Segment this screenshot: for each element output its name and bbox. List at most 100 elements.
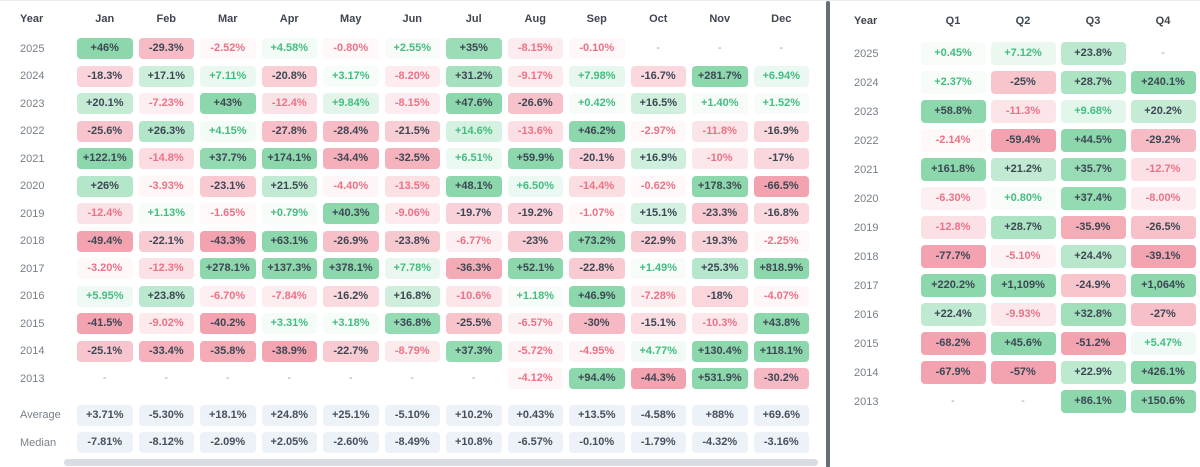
return-cell: +46.2% <box>566 118 628 146</box>
summary-row-average: Average +3.71% -5.30% +18.1% +24.8% +25.1% -5.… <box>0 402 826 430</box>
return-cell: +426.1% <box>1128 358 1198 387</box>
return-cell: +1,064% <box>1128 271 1198 300</box>
return-cell: +6.50% <box>505 173 567 201</box>
return-value: -43.3% <box>200 230 256 252</box>
return-value: +37.7% <box>200 148 256 170</box>
horizontal-scrollbar[interactable] <box>64 459 818 466</box>
return-value: -8.20% <box>384 65 440 87</box>
column-header-feb: Feb <box>156 13 177 25</box>
table-row-2014: 2014 -67.9% -57% +22.9% +426.1% <box>834 358 1200 387</box>
return-cell: +0.42% <box>566 90 628 118</box>
table-row-2017: 2017 +220.2% +1,109% -24.9% +1,064% <box>834 271 1200 300</box>
return-value: -3.20% <box>77 258 133 280</box>
return-value: -19.2% <box>507 203 563 225</box>
return-cell: -22.9% <box>628 228 690 256</box>
return-value: - <box>287 372 292 385</box>
column-header-dec: Dec <box>771 13 792 25</box>
year-label: 2022 <box>20 125 45 138</box>
return-value: -20.1% <box>569 148 625 170</box>
return-cell: -10.3% <box>689 310 751 338</box>
return-value: -4.40% <box>323 175 379 197</box>
header-row: Year Jan Feb Mar Apr May Jun Jul Aug Sep Oct Nov Dec <box>0 3 826 35</box>
return-cell: -17% <box>751 145 813 173</box>
year-label: 2022 <box>854 134 879 147</box>
return-cell: +9.84% <box>320 90 382 118</box>
column-header-year: Year <box>854 15 878 27</box>
return-cell: -27.8% <box>259 118 321 146</box>
return-value: +2.37% <box>920 71 986 94</box>
return-cell: -23.8% <box>382 228 444 256</box>
return-cell: +7.11% <box>197 63 259 91</box>
return-cell: +15.1% <box>628 200 690 228</box>
return-value: -2.52% <box>200 38 256 60</box>
return-value: - <box>1161 47 1165 59</box>
year-label: 2024 <box>20 70 45 83</box>
return-value: +25.3% <box>692 258 748 280</box>
return-cell: -19.7% <box>443 200 505 228</box>
year-label: 2014 <box>20 345 45 358</box>
return-value: -16.7% <box>630 65 686 87</box>
column-header-nov: Nov <box>709 13 731 25</box>
column-header-q2: Q2 <box>1015 15 1031 27</box>
summary-cell: -8.49% <box>382 429 444 457</box>
return-value: +0.79% <box>261 203 317 225</box>
return-value: -10.3% <box>692 313 748 335</box>
year-label: 2020 <box>854 192 879 205</box>
return-cell: -11.8% <box>689 118 751 146</box>
pane-divider-scrollbar[interactable] <box>826 1 830 467</box>
return-value: +16.9% <box>630 148 686 170</box>
table-row-2019: 2019 -12.4% +1.13% -1.65% +0.79% +40.3% -9.06%… <box>0 200 826 228</box>
summary-value: -0.10% <box>569 432 625 454</box>
return-cell: +1.49% <box>628 255 690 283</box>
summary-label: Average <box>20 409 61 422</box>
return-cell: +1.13% <box>136 200 198 228</box>
table-row-2021: 2021 +161.8% +21.2% +35.7% -12.7% <box>834 155 1200 184</box>
return-cell: -5.10% <box>988 242 1058 271</box>
return-value: +4.77% <box>630 340 686 362</box>
return-value: +1,109% <box>990 274 1056 297</box>
return-cell: +0.79% <box>259 200 321 228</box>
return-cell: +26.3% <box>136 118 198 146</box>
return-value: +5.95% <box>77 285 133 307</box>
return-cell: +86.1% <box>1058 387 1128 416</box>
return-cell: +150.6% <box>1128 387 1198 416</box>
return-cell: -43.3% <box>197 228 259 256</box>
return-cell: -12.7% <box>1128 155 1198 184</box>
table-row-2016: 2016 +22.4% -9.93% +32.8% -27% <box>834 300 1200 329</box>
return-value: +426.1% <box>1130 361 1196 384</box>
summary-value: +3.71% <box>77 404 133 426</box>
return-value: -29.2% <box>1130 129 1196 152</box>
table-row-2020: 2020 +26% -3.93% -23.1% +21.5% -4.40% -13.5% +4… <box>0 173 826 201</box>
table-row-2024: 2024 -18.3% +17.1% +7.11% -20.8% +3.17% -8.20%… <box>0 63 826 91</box>
return-value: +178.3% <box>692 175 748 197</box>
return-value: +20.2% <box>1130 100 1196 123</box>
summary-cell: +13.5% <box>566 402 628 430</box>
return-cell: -1.07% <box>566 200 628 228</box>
return-cell: +220.2% <box>918 271 988 300</box>
return-cell: -12.3% <box>136 255 198 283</box>
return-cell: -4.40% <box>320 173 382 201</box>
summary-cell: -3.16% <box>751 429 813 457</box>
return-value: -0.62% <box>630 175 686 197</box>
return-value: -16.2% <box>323 285 379 307</box>
return-cell: +9.68% <box>1058 97 1128 126</box>
summary-cell: +69.6% <box>751 402 813 430</box>
return-value: +7.11% <box>200 65 256 87</box>
return-cell: +6.94% <box>751 63 813 91</box>
return-value: -22.1% <box>138 230 194 252</box>
return-value: +3.31% <box>261 313 317 335</box>
summary-value: +69.6% <box>753 404 809 426</box>
return-cell: -8.15% <box>505 35 567 63</box>
return-cell: -25.5% <box>443 310 505 338</box>
return-value: -35.9% <box>1060 216 1126 239</box>
return-value: -4.95% <box>569 340 625 362</box>
return-cell: - <box>751 35 813 63</box>
return-cell: -16.7% <box>628 63 690 91</box>
return-cell: -23.3% <box>689 200 751 228</box>
return-value: -6.77% <box>446 230 502 252</box>
return-cell: - <box>320 365 382 393</box>
return-value: +3.17% <box>323 65 379 87</box>
return-cell: +46% <box>74 35 136 63</box>
return-cell: -14.4% <box>566 173 628 201</box>
return-value: +4.58% <box>261 38 317 60</box>
